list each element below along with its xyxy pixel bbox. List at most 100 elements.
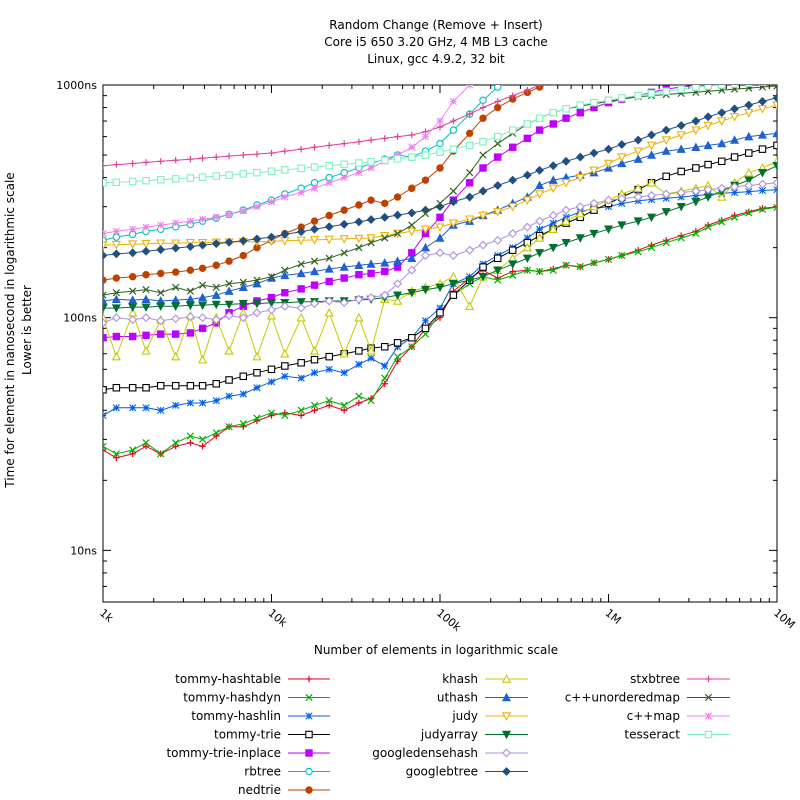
data-point-tommy-hashdyn xyxy=(604,255,613,264)
data-point-tesseract xyxy=(647,89,656,98)
legend-item-tommy-hashdyn: tommy-hashdyn xyxy=(183,691,330,705)
data-point-tommy-trie-inplace xyxy=(112,332,121,341)
data-point-c-map xyxy=(239,207,247,215)
series-judy xyxy=(103,101,777,251)
data-point-tesseract xyxy=(112,178,121,186)
data-point-uthash xyxy=(393,256,403,265)
data-point-uthash xyxy=(111,294,121,303)
data-point-tesseract xyxy=(393,155,402,163)
data-point-nedtrie xyxy=(421,176,430,184)
data-point-uthash xyxy=(435,233,445,242)
data-point-stxbtree xyxy=(367,136,375,144)
data-point-uthash xyxy=(717,138,727,148)
data-point-googlebtree xyxy=(548,161,558,171)
data-point-tommy-hashlin xyxy=(367,354,375,362)
data-point-stxbtree xyxy=(199,154,206,162)
data-point-tommy-hashdyn xyxy=(112,450,120,458)
data-point-judyarray xyxy=(603,225,614,234)
data-point-judy xyxy=(171,239,181,249)
data-point-tommy-hashlin xyxy=(355,360,363,368)
data-point-tommy-hashdyn xyxy=(704,223,712,231)
legend-marker xyxy=(502,767,511,776)
data-point-tommy-trie-inplace xyxy=(549,120,557,128)
data-point-tommy-hashlin xyxy=(281,372,289,380)
data-point-judyarray xyxy=(561,239,571,248)
data-point-tommy-hashdyn xyxy=(393,353,402,361)
data-point-tommy-trie xyxy=(704,160,712,169)
data-point-googledensehash xyxy=(366,293,376,303)
data-point-judy xyxy=(561,179,571,188)
data-point-uthash xyxy=(324,264,334,273)
data-point-stxbtree xyxy=(240,151,247,159)
data-point-uthash xyxy=(198,292,208,302)
data-point-googledensehash xyxy=(617,194,627,204)
legend-label: tommy-hashdyn xyxy=(183,691,281,705)
data-point-stxbtree xyxy=(311,144,318,151)
data-point-tommy-hashlin xyxy=(325,365,333,373)
data-point-tommy-trie-inplace xyxy=(128,332,137,341)
data-point-googledensehash xyxy=(393,279,403,289)
data-point-judy xyxy=(111,240,121,250)
legend-label: khash xyxy=(442,672,478,686)
data-point-googledensehash xyxy=(224,311,234,321)
data-point-c-map xyxy=(267,198,276,206)
data-point-c-unorderedmap xyxy=(466,169,474,177)
data-point-tommy-trie-inplace xyxy=(465,179,474,187)
data-point-tommy-hashlin xyxy=(157,406,165,414)
data-point-tommy-trie xyxy=(355,347,363,355)
data-point-tommy-hashtable xyxy=(311,407,318,414)
data-point-c-map xyxy=(355,169,363,177)
data-point-c-map xyxy=(436,117,444,125)
data-point-c-unorderedmap xyxy=(325,254,333,262)
data-point-tommy-hashdyn xyxy=(562,261,570,269)
data-point-googledensehash xyxy=(478,240,488,250)
data-point-tommy-trie xyxy=(310,355,319,364)
data-point-uthash xyxy=(128,295,138,304)
data-point-googlebtree xyxy=(280,229,290,239)
data-point-tommy-hashdyn xyxy=(677,234,685,242)
legend-item-nedtrie: nedtrie xyxy=(238,783,330,797)
data-point-judy xyxy=(676,131,686,140)
data-point-googledensehash xyxy=(676,188,686,198)
data-point-judyarray xyxy=(646,213,657,223)
legend-item-googlebtree: googlebtree xyxy=(406,765,528,779)
data-point-stxbtree xyxy=(536,85,543,89)
data-point-tommy-trie-inplace xyxy=(310,281,319,289)
data-point-uthash xyxy=(280,270,290,280)
data-point-googledensehash xyxy=(522,222,532,232)
legend-marker xyxy=(704,712,713,720)
legend-item-khash: khash xyxy=(442,672,528,686)
data-point-tommy-hashdyn xyxy=(267,409,276,417)
data-point-tommy-trie-inplace xyxy=(479,164,487,172)
data-point-tommy-hashtable xyxy=(142,443,150,450)
data-point-nedtrie xyxy=(128,273,137,281)
data-point-googlebtree xyxy=(717,108,727,118)
chart-title: Random Change (Remove + Insert) Core i5 … xyxy=(324,18,547,66)
x-tick-label: 1M xyxy=(603,606,624,627)
data-point-tesseract xyxy=(297,164,305,173)
data-point-tommy-hashdyn xyxy=(745,209,753,217)
data-point-c-map xyxy=(129,225,137,233)
data-point-tommy-hashlin xyxy=(186,399,194,407)
data-point-googledensehash xyxy=(661,189,671,199)
data-point-tesseract xyxy=(367,157,375,166)
data-point-tommy-hashlin xyxy=(745,188,753,196)
data-point-tommy-trie-inplace xyxy=(281,289,289,297)
data-point-tommy-hashdyn xyxy=(494,276,502,284)
data-point-googledensehash xyxy=(561,205,571,215)
chart-title-line-1: Random Change (Remove + Insert) xyxy=(329,18,542,32)
data-point-khash xyxy=(280,348,290,358)
data-point-nedtrie xyxy=(325,211,333,220)
data-point-tommy-trie xyxy=(186,381,195,390)
data-point-googledensehash xyxy=(407,265,417,275)
legend: tommy-hashtable tommy-hashdyn tommy-hashli… xyxy=(166,672,730,797)
y-axis-label: Time for element in nanosecond in logari… xyxy=(3,172,34,488)
data-point-stxbtree xyxy=(436,123,444,131)
data-point-tommy-trie xyxy=(380,343,389,351)
data-point-c-unorderedmap xyxy=(157,289,165,297)
data-point-rbtree xyxy=(493,85,502,91)
data-point-uthash xyxy=(535,180,545,190)
x-tick-label: 10M xyxy=(771,606,797,631)
data-point-tesseract xyxy=(325,161,333,170)
data-point-judyarray xyxy=(198,301,208,311)
